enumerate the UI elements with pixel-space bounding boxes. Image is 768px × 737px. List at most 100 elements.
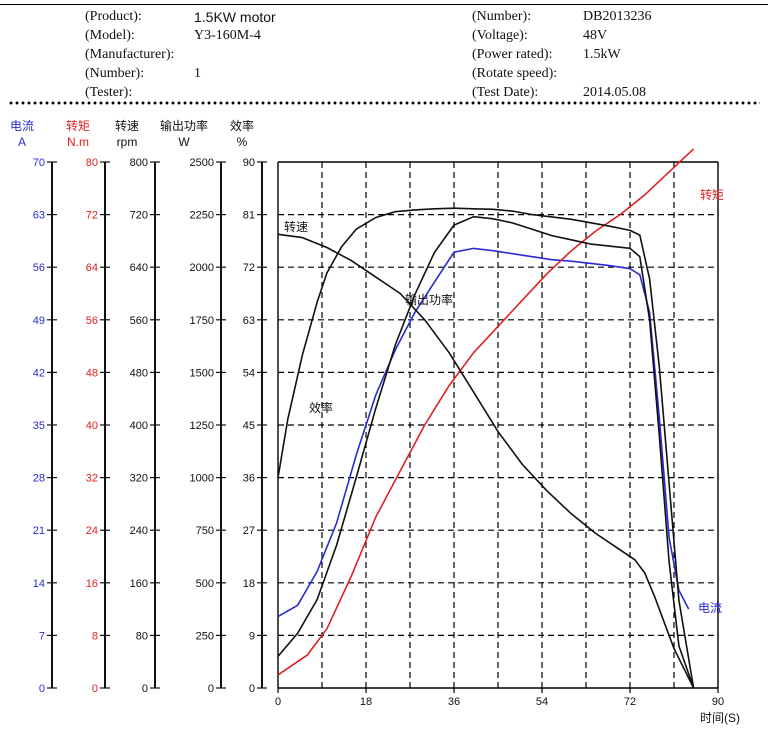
curve-label-4: 电流 [698,601,722,615]
axis-tick-label-1-0: 0 [92,683,98,695]
axis-tick-label-2-3: 240 [130,525,148,537]
axis-tick-label-4-8: 72 [243,262,255,274]
x-tick-label-3: 54 [536,696,548,708]
axis-tick-label-2-0: 0 [142,683,148,695]
axis-tick-label-3-3: 750 [196,525,214,537]
axis-unit-3: W [178,135,190,149]
axis-tick-label-3-6: 1500 [190,367,214,379]
series-line-2 [277,233,695,689]
axis-tick-label-4-1: 9 [249,630,255,642]
axis-tick-label-3-10: 2500 [190,157,214,169]
axis-tick-label-1-7: 56 [86,315,98,327]
series-lines [277,148,695,689]
axis-tick-label-2-6: 480 [130,367,148,379]
axis-tick-label-1-1: 8 [92,630,98,642]
axis-tick-label-3-5: 1250 [190,420,214,432]
axis-tick-label-0-2: 14 [33,578,45,590]
axis-tick-label-4-7: 63 [243,315,255,327]
header-right-value-2: 1.5kW [583,47,621,62]
axis-title-2: 转速 [115,118,139,133]
axis-tick-label-0-7: 49 [33,315,45,327]
axis-tick-label-2-8: 640 [130,262,148,274]
axis-tick-label-3-0: 0 [208,683,214,695]
axis-title-1: 转矩 [66,118,90,133]
axis-tick-label-3-4: 1000 [190,473,214,485]
axis-tick-label-1-8: 64 [86,262,98,274]
x-tick-label-4: 72 [624,696,636,708]
axis-tick-label-1-2: 16 [86,578,98,590]
axis-title-0: 电流 [10,119,34,133]
header-right-label-2: (Power rated): [472,47,553,62]
axis-tick-label-2-1: 80 [136,630,148,642]
axis-tick-label-4-5: 45 [243,420,255,432]
axis-tick-label-2-7: 560 [130,315,148,327]
axis-tick-label-1-9: 72 [86,210,98,222]
axis-tick-label-4-4: 36 [243,473,255,485]
axis-tick-label-0-4: 28 [33,473,45,485]
header-left-label-0: (Product): [85,9,142,24]
axis-tick-label-1-6: 48 [86,367,98,379]
header-right-value-4: 2014.05.08 [583,85,646,100]
top-rule [0,4,768,5]
axis-tick-label-2-9: 720 [130,210,148,222]
series-line-1 [277,148,695,676]
header-left-value-3: 1 [194,66,201,81]
header-left-value-1: Y3-160M-4 [194,28,261,43]
header-right-value-1: 48V [583,28,608,43]
axis-columns: 电流 A 0 7 14 21 28 35 42 49 56 63 70 转矩 N.m 0 8 16 24 32 40 48… [10,118,267,695]
axis-tick-label-0-9: 63 [33,210,45,222]
axis-title-4: 效率 [230,118,254,133]
axis-tick-label-0-5: 35 [33,420,45,432]
axis-tick-label-2-10: 800 [130,157,148,169]
axis-unit-2: rpm [117,135,138,149]
axis-tick-label-1-3: 24 [86,525,98,537]
axis-tick-label-3-8: 2000 [190,262,214,274]
axis-tick-label-4-9: 81 [243,210,255,222]
header-right-label-1: (Voltage): [472,28,528,43]
axis-tick-label-1-5: 40 [86,420,98,432]
axis-tick-label-1-10: 80 [86,157,98,169]
axis-tick-label-3-2: 500 [196,578,214,590]
axis-tick-label-0-8: 56 [33,262,45,274]
header-right-label-0: (Number): [472,9,532,24]
header-left-value-0: 1.5KW motor [194,9,276,25]
series-line-0 [277,247,690,618]
x-tick-label-2: 36 [448,696,460,708]
axis-tick-label-0-3: 21 [33,525,45,537]
curve-label-0: 转矩 [700,187,724,202]
header-right-value-0: DB2013236 [583,9,652,24]
curve-label-3: 效率 [309,400,333,415]
header-left-label-4: (Tester): [85,85,133,100]
x-tick-label-0: 0 [275,696,281,708]
header-left-label-1: (Model): [85,28,135,43]
axis-title-3: 输出功率 [160,118,208,133]
axis-unit-4: % [237,135,248,149]
axis-tick-label-0-1: 7 [39,630,45,642]
header-right-label-4: (Test Date): [472,85,539,100]
curve-label-1: 转速 [284,219,308,234]
x-tick-label-1: 18 [360,696,372,708]
x-tick-label-5: 90 [712,696,724,708]
axis-tick-label-4-2: 18 [243,578,255,590]
axis-tick-label-0-0: 0 [39,683,45,695]
axis-unit-1: N.m [67,135,89,149]
dotted-separator [8,100,760,108]
plot-grid: 0 18 36 54 72 90 时间(S) [275,161,740,725]
curve-label-2: 输出功率 [405,292,453,307]
axis-tick-label-0-6: 42 [33,367,45,379]
axis-tick-label-4-3: 27 [243,525,255,537]
header-right-label-3: (Rotate speed): [472,66,558,81]
axis-tick-label-3-9: 2250 [190,210,214,222]
header-left-label-3: (Number): [85,66,145,81]
axis-tick-label-3-1: 250 [196,630,214,642]
axis-tick-label-3-7: 1750 [190,315,214,327]
x-axis-label: 时间(S) [700,711,740,725]
axis-tick-label-4-10: 90 [243,157,255,169]
axis-tick-label-2-4: 320 [130,473,148,485]
axis-tick-label-2-5: 400 [130,420,148,432]
axis-tick-label-2-2: 160 [130,578,148,590]
axis-tick-label-0-10: 70 [33,157,45,169]
axis-tick-label-4-6: 54 [243,367,255,379]
